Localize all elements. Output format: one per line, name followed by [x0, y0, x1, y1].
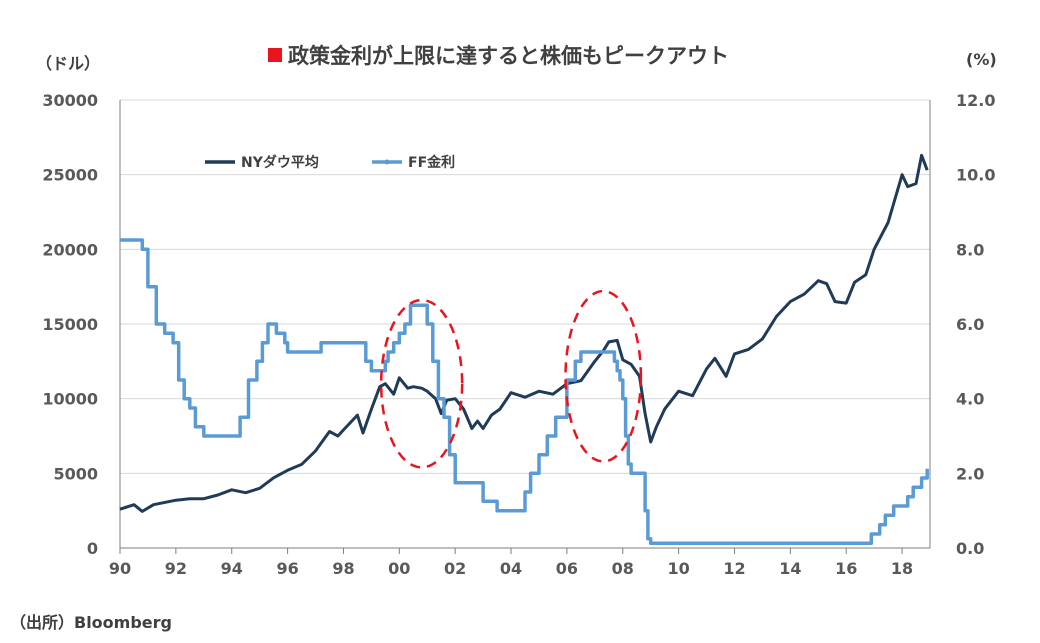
x-tick-label: 10 [667, 559, 689, 578]
legend-marker [384, 159, 390, 165]
y-tick-label: 10000 [42, 390, 98, 409]
y2-tick-label: 12.0 [956, 91, 995, 110]
y-tick-label: 20000 [42, 240, 98, 259]
chart-title-text: 政策金利が上限に達すると株価もピークアウト [288, 44, 729, 68]
legend-label: FF金利 [408, 154, 455, 171]
y-tick-label: 5000 [53, 464, 98, 483]
y2-tick-label: 4.0 [956, 390, 984, 409]
source-note: （出所）Bloomberg [10, 613, 172, 632]
x-tick-label: 12 [723, 559, 745, 578]
x-tick-label: 16 [835, 559, 857, 578]
y-tick-label: 15000 [42, 315, 98, 334]
x-tick-label: 96 [276, 559, 298, 578]
x-tick-label: 92 [165, 559, 187, 578]
y2-tick-label: 0.0 [956, 539, 984, 558]
y2-tick-label: 2.0 [956, 464, 984, 483]
dow-average-line [119, 153, 929, 513]
left-axis-unit: （ドル） [36, 54, 101, 73]
y2-tick-label: 10.0 [956, 166, 995, 185]
y2-tick-label: 6.0 [956, 315, 984, 334]
chart-title: 政策金利が上限に達すると株価もピークアウト [268, 40, 729, 70]
y-tick-label: 25000 [42, 166, 98, 185]
x-tick-label: 06 [556, 559, 578, 578]
title-marker-icon [268, 48, 282, 62]
right-axis-unit: (%) [966, 50, 997, 69]
legend-label: NYダウ平均 [241, 154, 319, 171]
y2-tick-label: 8.0 [956, 240, 984, 259]
x-tick-label: 98 [332, 559, 354, 578]
x-tick-label: 02 [444, 559, 466, 578]
x-tick-label: 94 [221, 559, 243, 578]
y-tick-label: 30000 [42, 91, 98, 110]
y-tick-label: 0 [87, 539, 98, 558]
ff-rate-line [120, 238, 929, 546]
x-tick-label: 08 [612, 559, 634, 578]
peak-highlight-ellipse [564, 289, 643, 463]
x-tick-label: 14 [779, 559, 801, 578]
x-tick-label: 90 [109, 559, 131, 578]
x-tick-label: 04 [500, 559, 522, 578]
x-tick-label: 18 [891, 559, 913, 578]
x-tick-label: 00 [388, 559, 410, 578]
peak-highlight-ellipse [379, 298, 464, 469]
